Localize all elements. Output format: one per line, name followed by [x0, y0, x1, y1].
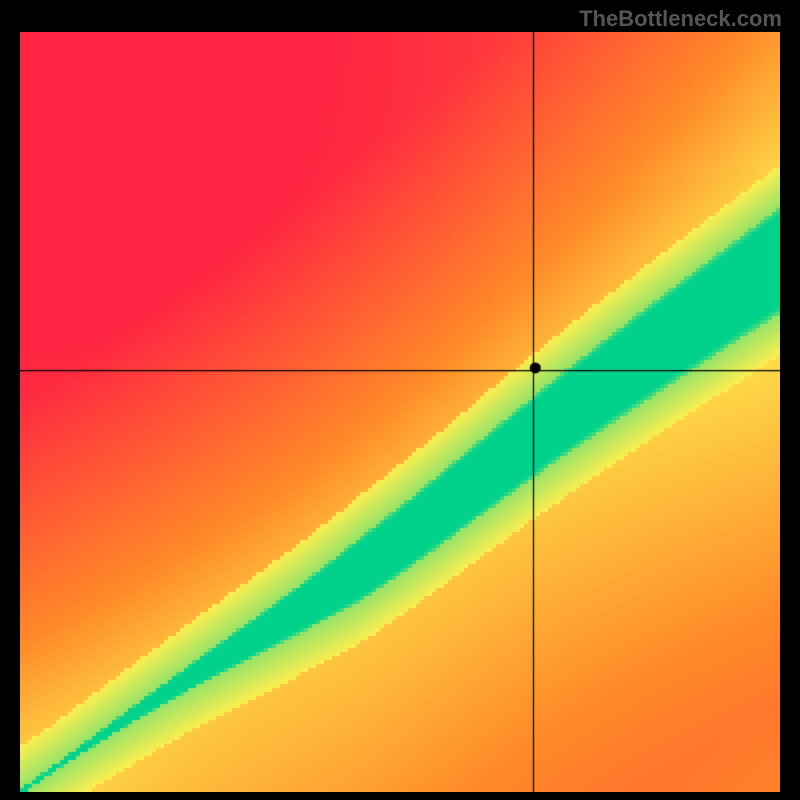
watermark-text: TheBottleneck.com [579, 6, 782, 32]
chart-container: TheBottleneck.com [0, 0, 800, 800]
bottleneck-heatmap [20, 32, 780, 792]
